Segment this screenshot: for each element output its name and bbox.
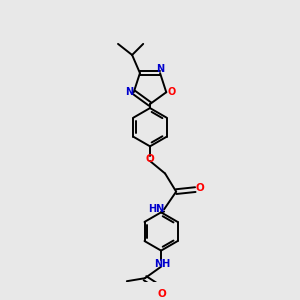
- Text: NH: NH: [154, 260, 171, 269]
- Text: HN: HN: [148, 204, 164, 214]
- Text: O: O: [196, 184, 205, 194]
- Text: O: O: [167, 87, 176, 97]
- Text: O: O: [158, 289, 167, 299]
- Text: O: O: [146, 154, 154, 164]
- Text: N: N: [124, 87, 133, 97]
- Text: N: N: [156, 64, 164, 74]
